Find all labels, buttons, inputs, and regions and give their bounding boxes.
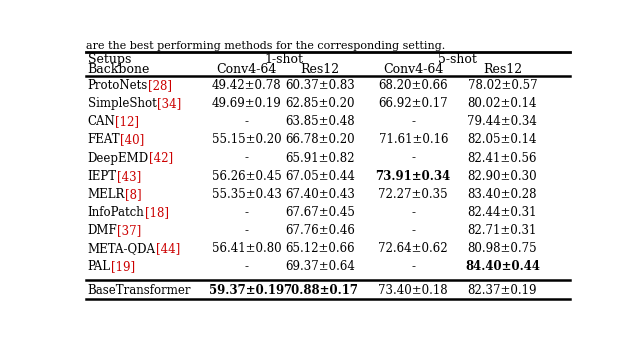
Text: -: - [244, 260, 248, 273]
Text: 66.92±0.17: 66.92±0.17 [378, 97, 448, 110]
Text: Res12: Res12 [483, 63, 522, 76]
Text: ProtoNets: ProtoNets [88, 79, 148, 92]
Text: 78.02±0.57: 78.02±0.57 [468, 79, 537, 92]
Text: 67.05±0.44: 67.05±0.44 [285, 170, 355, 183]
Text: 84.40±0.44: 84.40±0.44 [465, 260, 540, 273]
Text: -: - [412, 224, 415, 237]
Text: [34]: [34] [157, 97, 180, 110]
Text: 5-shot: 5-shot [438, 53, 477, 66]
Text: Res12: Res12 [301, 63, 340, 76]
Text: [8]: [8] [125, 188, 141, 201]
Text: -: - [412, 260, 415, 273]
Text: 67.40±0.43: 67.40±0.43 [285, 188, 355, 201]
Text: CAN: CAN [88, 115, 115, 128]
Text: 59.37±0.19: 59.37±0.19 [209, 285, 284, 298]
Text: DeepEMD: DeepEMD [88, 152, 149, 165]
Text: [18]: [18] [145, 206, 168, 219]
Text: 62.85±0.20: 62.85±0.20 [285, 97, 355, 110]
Text: 55.35±0.43: 55.35±0.43 [212, 188, 282, 201]
Text: InfoPatch: InfoPatch [88, 206, 145, 219]
Text: Conv4-64: Conv4-64 [383, 63, 444, 76]
Text: DMF: DMF [88, 224, 118, 237]
Text: 82.37±0.19: 82.37±0.19 [468, 285, 537, 298]
Text: 72.64±0.62: 72.64±0.62 [378, 242, 448, 255]
Text: PAL: PAL [88, 260, 111, 273]
Text: 56.26±0.45: 56.26±0.45 [212, 170, 282, 183]
Text: [40]: [40] [120, 133, 145, 146]
Text: 82.41±0.56: 82.41±0.56 [468, 152, 537, 165]
Text: 72.27±0.35: 72.27±0.35 [378, 188, 448, 201]
Text: -: - [244, 115, 248, 128]
Text: META-QDA: META-QDA [88, 242, 156, 255]
Text: -: - [244, 152, 248, 165]
Text: BaseTransformer: BaseTransformer [88, 285, 191, 298]
Text: IEPT: IEPT [88, 170, 117, 183]
Text: 67.76±0.46: 67.76±0.46 [285, 224, 355, 237]
Text: [28]: [28] [148, 79, 172, 92]
Text: -: - [412, 152, 415, 165]
Text: [44]: [44] [156, 242, 180, 255]
Text: FEAT: FEAT [88, 133, 120, 146]
Text: -: - [412, 115, 415, 128]
Text: -: - [244, 224, 248, 237]
Text: are the best performing methods for the corresponding setting.: are the best performing methods for the … [86, 41, 445, 51]
Text: 82.44±0.31: 82.44±0.31 [468, 206, 537, 219]
Text: 60.37±0.83: 60.37±0.83 [285, 79, 355, 92]
Text: 82.05±0.14: 82.05±0.14 [468, 133, 537, 146]
Text: 65.91±0.82: 65.91±0.82 [285, 152, 355, 165]
Text: 80.98±0.75: 80.98±0.75 [468, 242, 537, 255]
Text: Backbone: Backbone [88, 63, 150, 76]
Text: 69.37±0.64: 69.37±0.64 [285, 260, 355, 273]
Text: 49.69±0.19: 49.69±0.19 [212, 97, 282, 110]
Text: 73.40±0.18: 73.40±0.18 [378, 285, 448, 298]
Text: [37]: [37] [118, 224, 141, 237]
Text: 82.71±0.31: 82.71±0.31 [468, 224, 537, 237]
Text: [12]: [12] [115, 115, 140, 128]
Text: [43]: [43] [117, 170, 141, 183]
Text: 82.90±0.30: 82.90±0.30 [468, 170, 537, 183]
Text: MELR: MELR [88, 188, 125, 201]
Text: 80.02±0.14: 80.02±0.14 [468, 97, 537, 110]
Text: 70.88±0.17: 70.88±0.17 [283, 285, 358, 298]
Text: 73.91±0.34: 73.91±0.34 [376, 170, 451, 183]
Text: 71.61±0.16: 71.61±0.16 [378, 133, 448, 146]
Text: SimpleShot: SimpleShot [88, 97, 157, 110]
Text: 66.78±0.20: 66.78±0.20 [285, 133, 355, 146]
Text: 68.20±0.66: 68.20±0.66 [378, 79, 448, 92]
Text: 63.85±0.48: 63.85±0.48 [285, 115, 355, 128]
Text: 55.15±0.20: 55.15±0.20 [212, 133, 282, 146]
Text: 79.44±0.34: 79.44±0.34 [467, 115, 538, 128]
Text: 49.42±0.78: 49.42±0.78 [212, 79, 282, 92]
Text: 1-shot: 1-shot [264, 53, 303, 66]
Text: -: - [244, 206, 248, 219]
Text: [19]: [19] [111, 260, 135, 273]
Text: 67.67±0.45: 67.67±0.45 [285, 206, 355, 219]
Text: [42]: [42] [149, 152, 173, 165]
Text: 56.41±0.80: 56.41±0.80 [212, 242, 282, 255]
Text: -: - [412, 206, 415, 219]
Text: 65.12±0.66: 65.12±0.66 [285, 242, 355, 255]
Text: Conv4-64: Conv4-64 [216, 63, 277, 76]
Text: Setups: Setups [88, 53, 131, 66]
Text: 83.40±0.28: 83.40±0.28 [468, 188, 537, 201]
